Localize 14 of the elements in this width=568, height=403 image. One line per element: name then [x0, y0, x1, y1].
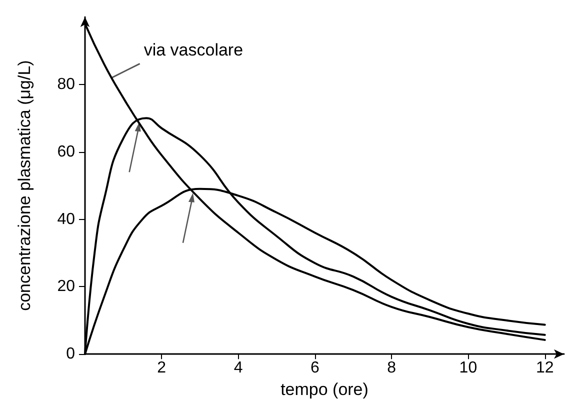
y-tick-label: 80 — [57, 76, 76, 93]
x-tick-label: 8 — [387, 360, 396, 377]
x-tick-label: 4 — [234, 360, 243, 377]
y-tick-label: 40 — [57, 210, 76, 228]
y-axis-title: concentrazione plasmatica (μg/L) — [15, 60, 34, 311]
x-tick-label: 10 — [459, 360, 478, 377]
y-tick-label: 60 — [57, 143, 76, 160]
x-tick-label: 6 — [310, 360, 320, 377]
x-axis-title: tempo (ore) — [280, 380, 368, 399]
x-tick-label: 2 — [157, 360, 166, 377]
y-tick-label: 0 — [66, 346, 76, 363]
y-tick-label: 20 — [57, 278, 76, 296]
x-tick-label: 12 — [536, 360, 554, 377]
annotation: via vascolare — [144, 40, 244, 60]
